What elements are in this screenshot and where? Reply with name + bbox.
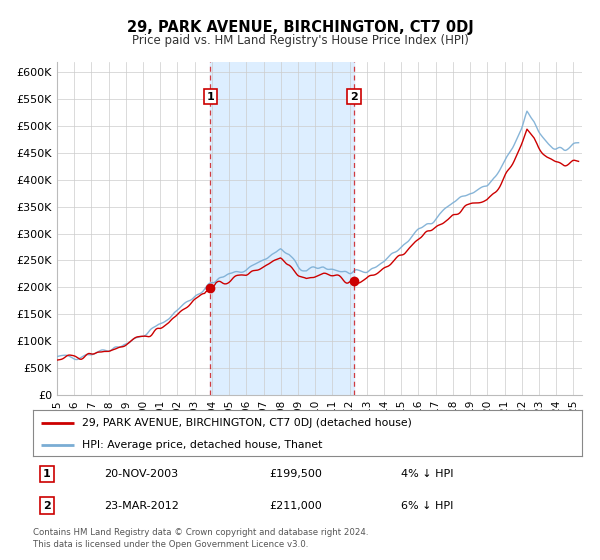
Text: 2: 2 bbox=[350, 91, 358, 101]
Text: 1: 1 bbox=[206, 91, 214, 101]
Text: £199,500: £199,500 bbox=[269, 469, 322, 479]
Text: 20-NOV-2003: 20-NOV-2003 bbox=[104, 469, 178, 479]
Text: Contains HM Land Registry data © Crown copyright and database right 2024.
This d: Contains HM Land Registry data © Crown c… bbox=[33, 528, 368, 549]
Text: 2: 2 bbox=[43, 501, 50, 511]
Text: 29, PARK AVENUE, BIRCHINGTON, CT7 0DJ (detached house): 29, PARK AVENUE, BIRCHINGTON, CT7 0DJ (d… bbox=[82, 418, 412, 428]
Text: £211,000: £211,000 bbox=[269, 501, 322, 511]
Text: 6% ↓ HPI: 6% ↓ HPI bbox=[401, 501, 453, 511]
Bar bbox=[210, 62, 354, 395]
Text: 29, PARK AVENUE, BIRCHINGTON, CT7 0DJ: 29, PARK AVENUE, BIRCHINGTON, CT7 0DJ bbox=[127, 20, 473, 35]
Text: HPI: Average price, detached house, Thanet: HPI: Average price, detached house, Than… bbox=[82, 440, 323, 450]
Text: 23-MAR-2012: 23-MAR-2012 bbox=[104, 501, 179, 511]
Text: Price paid vs. HM Land Registry's House Price Index (HPI): Price paid vs. HM Land Registry's House … bbox=[131, 34, 469, 46]
Text: 1: 1 bbox=[43, 469, 50, 479]
Text: 4% ↓ HPI: 4% ↓ HPI bbox=[401, 469, 454, 479]
